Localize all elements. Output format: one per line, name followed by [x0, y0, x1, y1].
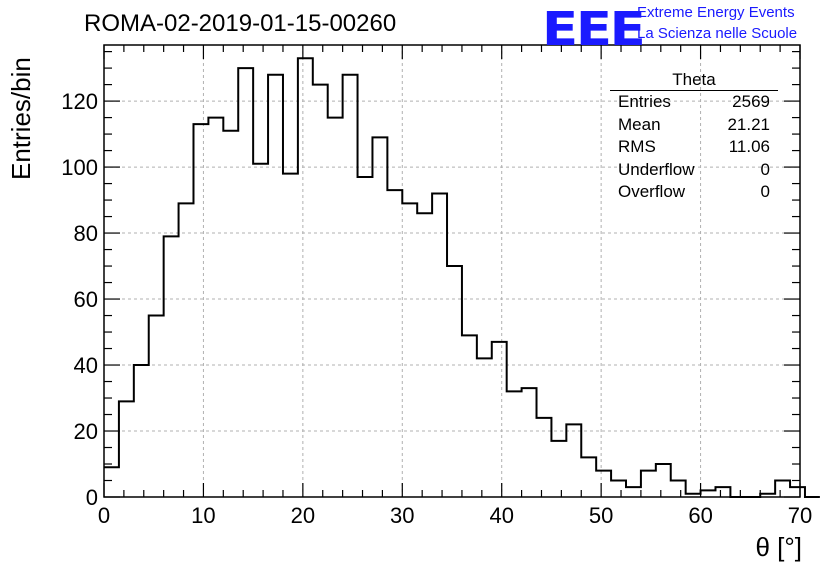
histogram-bin	[432, 193, 447, 497]
x-tick-label: 70	[788, 503, 812, 528]
logo-line-1: Extreme Energy Events	[637, 4, 795, 21]
y-tick-label: 60	[74, 287, 98, 312]
x-tick-label: 0	[98, 503, 110, 528]
stats-title: Theta	[610, 70, 778, 91]
stats-row-underflow: Underflow 0	[610, 159, 778, 182]
stats-label: Underflow	[618, 159, 695, 179]
eee-logo: EEE	[542, 2, 646, 56]
histogram-bin	[641, 471, 656, 497]
histogram-bin	[417, 213, 432, 497]
histogram-bin	[671, 481, 686, 497]
y-tick-label: 0	[86, 485, 98, 510]
y-tick-label: 20	[74, 419, 98, 444]
histogram-bin	[223, 131, 238, 497]
axis-ticks	[103, 45, 801, 498]
histogram-bin	[313, 85, 328, 497]
stats-label: RMS	[618, 137, 656, 156]
histogram-bin	[581, 457, 596, 497]
histogram-bin	[179, 203, 194, 497]
histogram-bin	[507, 391, 522, 497]
histogram-bin	[193, 124, 208, 497]
histogram-bin	[253, 164, 268, 497]
y-axis-label: Entries/bin	[6, 57, 36, 180]
histogram-bin	[715, 487, 730, 497]
x-tick-label: 30	[390, 503, 414, 528]
histogram-bin	[656, 464, 671, 497]
histogram-bin	[790, 487, 805, 497]
histogram-bin	[775, 481, 790, 497]
stats-row-rms: RMS 11.06	[610, 136, 778, 159]
stats-label: Entries	[618, 92, 671, 111]
histogram-bin	[387, 190, 402, 497]
logo-line-2: La Scienza nelle Scuole	[637, 25, 798, 42]
stats-box: Theta Entries 2569 Mean 21.21 RMS 11.06 …	[610, 70, 778, 204]
histogram-bin	[551, 441, 566, 497]
y-tick-label: 80	[74, 221, 98, 246]
histogram-bin	[164, 236, 179, 497]
histogram-bin	[537, 418, 552, 497]
stats-value: 11.06	[728, 137, 770, 156]
y-tick-label: 100	[61, 155, 98, 180]
histogram-bin	[626, 487, 641, 497]
histogram-bin	[611, 481, 626, 497]
x-tick-label: 50	[589, 503, 613, 528]
histogram-bin	[238, 68, 253, 497]
histogram-bin	[328, 118, 343, 497]
stats-label: Mean	[618, 114, 661, 134]
stats-value: 21.21	[727, 114, 770, 134]
tick-labels: 0 10 20 30 40 50 60 70 0 20 40 60 80 100 120	[61, 89, 812, 528]
stats-row-overflow: Overflow 0	[610, 181, 778, 204]
y-tick-label: 40	[74, 353, 98, 378]
histogram-bin	[119, 401, 134, 497]
histogram-outline	[104, 57, 820, 498]
histogram-bin	[298, 58, 313, 497]
histogram-bin	[447, 266, 462, 497]
histogram-bin	[268, 75, 283, 497]
stats-label: Overflow	[618, 182, 686, 201]
histogram-bin	[522, 388, 537, 497]
histogram-bin	[566, 424, 581, 497]
stats-value: 0	[760, 159, 770, 179]
histogram-bin	[462, 335, 477, 497]
histogram-bin	[477, 358, 492, 497]
y-tick-label: 120	[61, 89, 98, 114]
histogram-bin	[372, 137, 387, 497]
x-tick-label: 10	[191, 503, 215, 528]
x-tick-label: 40	[489, 503, 513, 528]
histogram-bin	[104, 467, 119, 497]
grid-lines	[104, 45, 800, 497]
histogram-bin	[208, 118, 223, 497]
histogram-bin	[283, 174, 298, 497]
stats-value: 0	[760, 182, 770, 201]
histogram-bin	[492, 342, 507, 497]
stats-row-mean: Mean 21.21	[610, 114, 778, 137]
x-axis-label: θ [°]	[755, 532, 802, 562]
histogram-bin	[402, 203, 417, 497]
histogram-bin	[149, 316, 164, 497]
histogram-bin	[358, 177, 373, 497]
x-tick-label: 20	[291, 503, 315, 528]
histogram-series	[104, 57, 820, 498]
histogram-bin	[343, 75, 358, 497]
plot-frame	[103, 44, 801, 498]
stats-value: 2569	[732, 92, 770, 111]
histogram-bin	[701, 490, 716, 497]
histogram-bin	[134, 365, 149, 497]
histogram-bin	[596, 471, 611, 497]
x-tick-label: 60	[688, 503, 712, 528]
chart-title: ROMA-02-2019-01-15-00260	[84, 10, 397, 37]
stats-row-entries: Entries 2569	[610, 91, 778, 114]
